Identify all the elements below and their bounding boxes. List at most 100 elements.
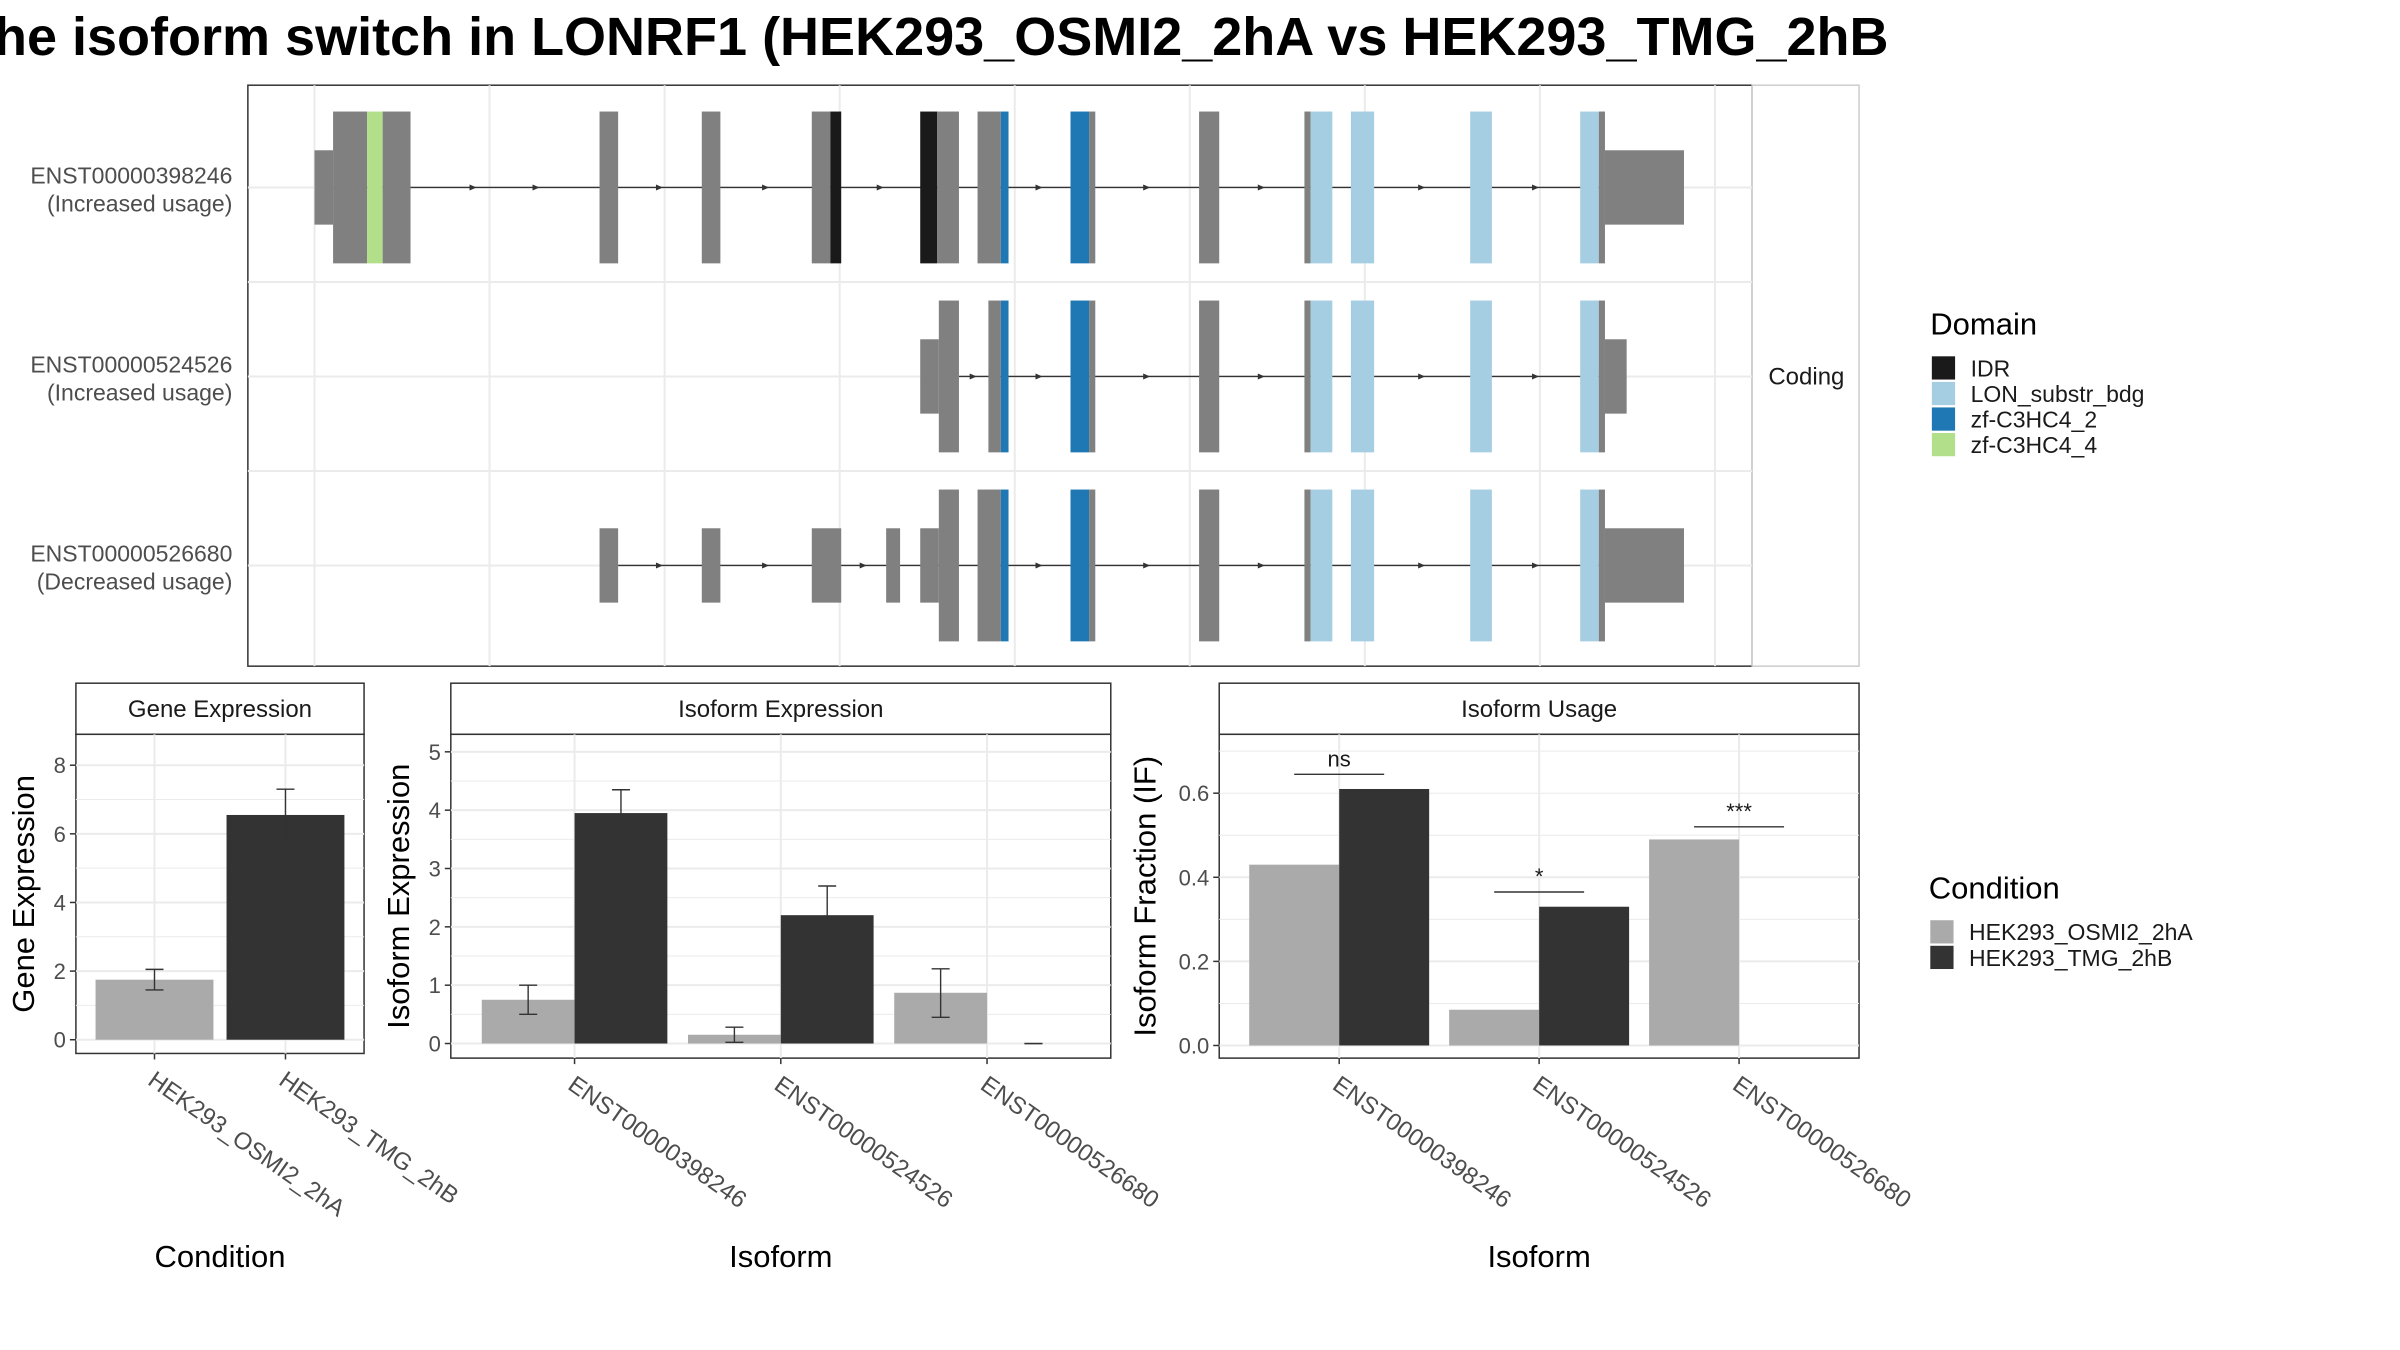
intron-arrow xyxy=(532,184,540,191)
y-tick-label: 0.6 xyxy=(1179,781,1210,806)
intron-arrow xyxy=(1418,562,1426,569)
strip-box xyxy=(75,682,365,736)
exon-segment-LON_substr_bdg xyxy=(1580,111,1599,264)
legend-label-zf-C3HC4_4: zf-C3HC4_4 xyxy=(1971,432,2098,458)
y-tick-label: 0.2 xyxy=(1179,949,1210,974)
intron-arrow xyxy=(859,562,867,569)
legend-label-IDR: IDR xyxy=(1971,355,2011,381)
x-tick-label: ENST00000526680 xyxy=(1728,1071,1916,1214)
domain-legend-title: Domain xyxy=(1930,307,2037,342)
intron-arrow xyxy=(1035,184,1043,191)
exon-segment-IDR xyxy=(830,111,842,264)
exon-segment-exon xyxy=(977,489,1001,642)
significance-label: * xyxy=(1535,864,1544,889)
y-tick-label: 0 xyxy=(429,1032,441,1057)
x-tick-label: ENST00000526680 xyxy=(976,1071,1164,1214)
condition-swatch-0 xyxy=(1930,920,1954,944)
legend-swatch-LON_substr_bdg xyxy=(1931,381,1956,406)
transcript-ENST00000524526 xyxy=(247,300,1753,453)
figure-title: he isoform switch in LONRF1 (HEK293_OSMI… xyxy=(0,7,1889,67)
exon-segment-exon xyxy=(1089,300,1096,453)
y-axis-title: Isoform Fraction (IF) xyxy=(1128,756,1163,1037)
exon-segment-LON_substr_bdg xyxy=(1310,300,1333,453)
exon-segment-exon xyxy=(1199,300,1220,453)
y-axis-title: Gene Expression xyxy=(6,775,41,1013)
x-tick-label: ENST00000398246 xyxy=(563,1071,751,1214)
condition-label-0: HEK293_OSMI2_2hA xyxy=(1969,919,2193,945)
exon-segment-zf-C3HC4_2 xyxy=(1000,111,1009,264)
exon-segment-exon xyxy=(1304,111,1311,264)
exon-segment-LON_substr_bdg xyxy=(1470,111,1492,264)
legend-label-zf-C3HC4_2: zf-C3HC4_2 xyxy=(1971,406,2098,432)
exon-segment-utr xyxy=(920,339,939,414)
y-tick-label: 2 xyxy=(54,959,66,984)
strip-box xyxy=(1751,84,1860,667)
intron-arrow xyxy=(1418,373,1426,380)
x-tick-label: ENST00000524526 xyxy=(769,1071,957,1214)
intron-arrow xyxy=(876,184,884,191)
exon-segment-zf-C3HC4_2 xyxy=(1070,300,1090,453)
y-tick-label: 3 xyxy=(429,857,441,882)
exon-segment-exon xyxy=(1304,489,1311,642)
condition-label-1: HEK293_TMG_2hB xyxy=(1969,945,2172,971)
legend-swatch-IDR xyxy=(1931,356,1956,380)
bar-tmg xyxy=(574,813,668,1044)
exon-segment-LON_substr_bdg xyxy=(1350,111,1375,264)
exon-segment-LON_substr_bdg xyxy=(1470,300,1492,453)
y-tick-label: 4 xyxy=(429,798,441,823)
intron-arrow xyxy=(762,562,770,569)
bar-tmg xyxy=(1339,788,1430,1046)
y-tick-label: 0.0 xyxy=(1179,1033,1210,1058)
intron-arrow xyxy=(1532,184,1540,191)
y-axis-title: Isoform Expression xyxy=(381,764,416,1029)
exon-segment-LON_substr_bdg xyxy=(1470,489,1492,642)
bar-tmg xyxy=(1539,906,1630,1046)
intron-arrow xyxy=(762,184,770,191)
exon-segment-utr xyxy=(920,528,939,603)
bar-tmg xyxy=(226,814,345,1040)
y-tick-label: 1 xyxy=(429,973,441,998)
intron-arrow xyxy=(1143,562,1151,569)
transcript-ENST00000398246 xyxy=(247,111,1753,264)
legend-label-LON_substr_bdg: LON_substr_bdg xyxy=(1971,381,2145,407)
x-axis-title: Isoform xyxy=(729,1239,832,1274)
intron-arrow xyxy=(1257,562,1265,569)
exon-segment-IDR xyxy=(920,111,938,264)
intron-arrow xyxy=(969,373,977,380)
exon-segment-exon xyxy=(599,111,619,264)
exon-segment-exon xyxy=(1598,300,1605,453)
intron-arrow xyxy=(1143,184,1151,191)
isoform-usage-panel: Isoform Usage0.00.20.40.6ns****ENST00000… xyxy=(1128,682,1916,1274)
exon-segment-utr xyxy=(1604,528,1684,603)
exon-segment-LON_substr_bdg xyxy=(1350,489,1375,642)
exon-segment-exon xyxy=(1598,111,1605,264)
transcript-usage-label: (Decreased usage) xyxy=(37,568,233,594)
transcript-id-label: ENST00000398246 xyxy=(30,162,232,188)
strip-label-coding: Coding xyxy=(1768,363,1844,390)
exon-segment-exon xyxy=(988,300,1001,453)
strip-label: Gene Expression xyxy=(128,696,312,723)
exon-segment-zf-C3HC4_4 xyxy=(367,111,383,264)
exon-segment-exon xyxy=(1598,489,1605,642)
x-axis-title: Isoform xyxy=(1487,1239,1590,1274)
bar-osmi2 xyxy=(1249,864,1340,1046)
intron-arrow xyxy=(655,562,663,569)
y-tick-label: 6 xyxy=(54,822,66,847)
exon-segment-utr xyxy=(1604,339,1627,414)
transcript-usage-label: (Increased usage) xyxy=(47,379,232,405)
strip-label: Isoform Expression xyxy=(678,696,883,723)
exon-segment-exon xyxy=(938,300,959,453)
exon-segment-exon xyxy=(1089,111,1096,264)
exon-segment-exon xyxy=(1199,111,1220,264)
gene-expression-panel: Gene Expression02468HEK293_OSMI2_2hAHEK2… xyxy=(6,682,463,1274)
intron-arrow xyxy=(655,184,663,191)
exon-segment-utr xyxy=(599,528,619,603)
bar-osmi2 xyxy=(1649,839,1740,1046)
significance-label: *** xyxy=(1726,799,1752,824)
intron-arrow xyxy=(1143,373,1151,380)
exon-segment-utr xyxy=(811,528,842,603)
exon-segment-exon xyxy=(382,111,411,264)
